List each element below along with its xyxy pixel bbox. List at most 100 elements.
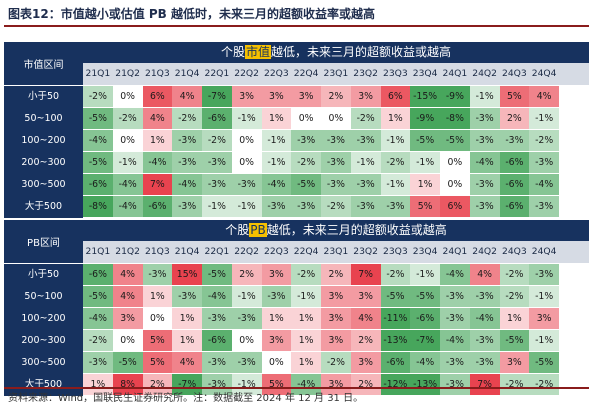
row-label: 50~100 xyxy=(4,286,83,308)
heatmap-cell: -5% xyxy=(83,286,113,307)
heatmap-cell: 1% xyxy=(172,330,202,351)
heatmap-cell: 2% xyxy=(231,264,262,285)
heatmap-cell: -6% xyxy=(499,152,530,173)
heatmap-cell: -5% xyxy=(202,264,232,285)
quarter-label: 24Q1 xyxy=(442,68,468,79)
heatmap-cell: 3% xyxy=(261,86,292,107)
row-label: 200~300 xyxy=(4,152,83,174)
heatmap-cell: -3% xyxy=(202,152,232,173)
heatmap-cell: -1% xyxy=(231,196,262,217)
title-suffix: 越低，未来三月的超额收益或越高 xyxy=(266,223,447,237)
heatmap-cell: -3% xyxy=(172,152,202,173)
heatmap-cell: -4% xyxy=(202,286,232,307)
heatmap-cell: -7% xyxy=(172,374,202,395)
heatmap-cell: -3% xyxy=(469,352,500,373)
heatmap-cell: -3% xyxy=(261,196,292,217)
quarter-label: 22Q4 xyxy=(293,246,319,257)
heatmap-cell: 1% xyxy=(291,330,321,351)
quarter-label: 24Q3 xyxy=(501,246,527,257)
heatmap-cell: 0% xyxy=(440,174,470,195)
heatmap-row: 300~500 -3% -5% 5% 4% -3% -3% 0% 1% -2% 3% -6% -4% -3… xyxy=(4,351,589,374)
heatmap-cell: -2% xyxy=(321,196,351,217)
heatmap-cell: -4% xyxy=(83,130,113,151)
heatmap-cell: 6% xyxy=(142,86,173,107)
heatmap-cell: -13% xyxy=(410,374,440,395)
heatmap-cell: -2% xyxy=(350,108,381,129)
heatmap-row: 50~100 -5% 4% 1% -3% -4% -1% -3% -1% 3% 3% -5% -5% -3… xyxy=(4,285,589,308)
row-header-label: PB区间 xyxy=(4,220,83,263)
quarter-header-row: 21Q1 21Q2 21Q3 21Q4 22Q1 22Q2 22Q3 22Q4 23Q1 23Q2… xyxy=(83,241,589,263)
quarter-label: 21Q3 xyxy=(144,68,170,79)
heatmap-cell: 1% xyxy=(261,108,292,129)
heatmap-cell: -4% xyxy=(112,196,143,217)
heatmap-cell: -1% xyxy=(112,152,143,173)
heatmap-row: 200~300 -5% -1% -4% -3% -3% 0% -1% -2% -3% -1% -2% -… xyxy=(4,151,589,174)
quarter-label: 21Q2 xyxy=(115,68,141,79)
row-label: 大于500 xyxy=(4,374,83,396)
heatmap-cell: -2% xyxy=(112,108,143,129)
title-prefix: 个股 xyxy=(225,223,250,237)
heatmap-cell: -1% xyxy=(529,330,559,351)
heatmap-cell: -6% xyxy=(142,196,173,217)
heatmap-cell: -3% xyxy=(350,130,381,151)
heatmap-cell: -8% xyxy=(440,108,470,129)
heatmap-cell: -2% xyxy=(83,86,113,107)
heatmap-cell: 1% xyxy=(83,374,113,395)
heatmap-cell: 4% xyxy=(172,86,202,107)
heatmap-row: 大于500 1% 8% 2% -7% -3% -1% 5% -4% 3% 2% -12% -13% -3%… xyxy=(4,373,589,396)
heatmap-row: 100~200 -4% 3% 0% 1% -3% -3% 1% 1% 3% 4% -11% -6% -3%… xyxy=(4,307,589,330)
heatmap-cell: -5% xyxy=(499,330,530,351)
heatmap-cell: -4% xyxy=(261,174,292,195)
heatmap-cell: -4% xyxy=(83,308,113,329)
quarter-label: 21Q3 xyxy=(144,246,170,257)
heatmap-cell: 0% xyxy=(112,330,143,351)
heatmap-cell: -3% xyxy=(261,286,292,307)
heatmap-cell: 7% xyxy=(350,264,381,285)
row-label: 300~500 xyxy=(4,352,83,374)
heatmap-cell: 3% xyxy=(261,330,292,351)
heatmap-cell: -2% xyxy=(380,264,411,285)
heatmap-cell: 2% xyxy=(321,86,351,107)
heatmap-cell: 8% xyxy=(112,374,143,395)
heatmap-cell: 1% xyxy=(142,286,173,307)
heatmap-cell: -3% xyxy=(350,174,381,195)
quarter-label: 22Q4 xyxy=(293,68,319,79)
heatmap-cell: -3% xyxy=(529,152,559,173)
heatmap-row: 100~200 -4% 0% 1% -3% -2% 0% -1% -3% -3% -3% -1% -5%… xyxy=(4,129,589,152)
heatmap-cell: 0% xyxy=(291,108,321,129)
heatmap-cell: -4% xyxy=(469,152,500,173)
heatmap-cell: -5% xyxy=(440,130,470,151)
heatmap-cell: -11% xyxy=(380,308,411,329)
title-highlight: 市值 xyxy=(244,45,271,59)
heatmap-cell: 1% xyxy=(261,308,292,329)
heatmap-cell: 4% xyxy=(529,86,559,107)
heatmap-title: 个股市值越低，未来三月的超额收益或越高 xyxy=(83,42,589,63)
quarter-label: 22Q1 xyxy=(204,246,230,257)
heatmap-cell: -2% xyxy=(499,374,530,395)
quarter-label: 24Q4 xyxy=(531,68,557,79)
heatmap-cell: -5% xyxy=(410,130,440,151)
heatmap-cell: 1% xyxy=(172,308,202,329)
quarter-label: 23Q4 xyxy=(412,68,438,79)
heatmap-cell: -12% xyxy=(380,374,411,395)
quarter-header-row: 21Q1 21Q2 21Q3 21Q4 22Q1 22Q2 22Q3 22Q4 23Q1 23Q2… xyxy=(83,63,589,85)
heatmap-cell: 1% xyxy=(142,130,173,151)
heatmap-cell: -3% xyxy=(469,130,500,151)
heatmap-cell: -3% xyxy=(83,352,113,373)
heatmap-cell: 3% xyxy=(231,86,262,107)
quarter-label: 23Q3 xyxy=(382,246,408,257)
quarter-label: 21Q1 xyxy=(85,68,111,79)
heatmap-cell: 7% xyxy=(469,374,500,395)
source-note: 资料来源：Wind，国联民生证券研究所。注：数据截至 2024 年 12 月 3… xyxy=(8,393,364,404)
heatmap-cell: 0% xyxy=(261,352,292,373)
heatmap-cell: -1% xyxy=(202,196,232,217)
heatmap-cell: 4% xyxy=(469,264,500,285)
quarter-label: 24Q4 xyxy=(531,246,557,257)
quarter-label: 22Q3 xyxy=(263,68,289,79)
heatmap-cell: 1% xyxy=(291,308,321,329)
heatmap-cell: -1% xyxy=(231,374,262,395)
heatmap-row: 大于500 -8% -4% -6% -3% -1% -1% -3% -3% -2% -3% -3% 5%… xyxy=(4,195,589,218)
heatmap-cell: 1% xyxy=(380,108,411,129)
heatmap-header: 市值区间 个股市值越低，未来三月的超额收益或越高 xyxy=(4,42,589,85)
figure-title: 图表12：市值越小或估值 PB 越低时，未来三月的超额收益率或越高 xyxy=(8,7,375,21)
